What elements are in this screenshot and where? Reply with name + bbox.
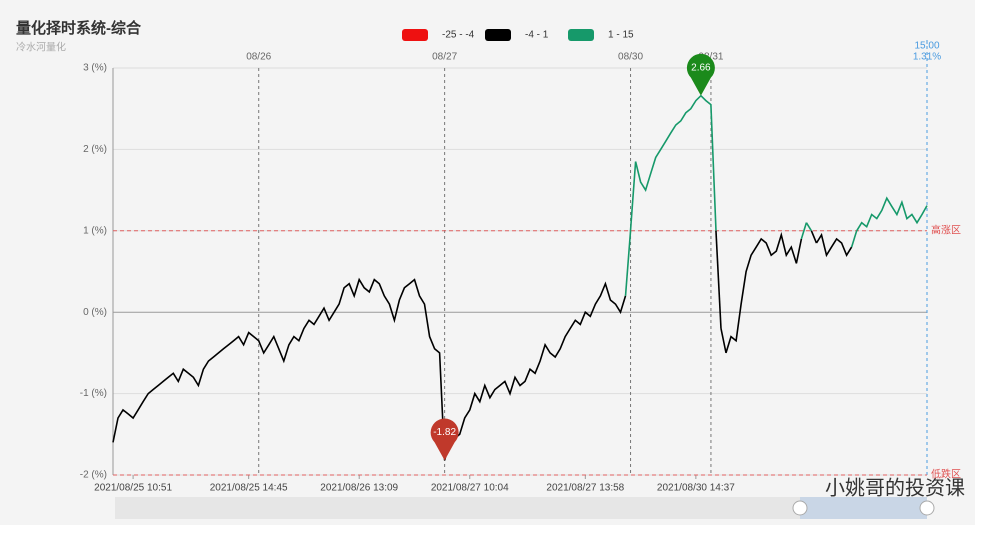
- date-label: 08/27: [432, 52, 457, 63]
- x-tick-label: 2021/08/30 14:37: [657, 483, 735, 494]
- y-tick-label: -1 (%): [80, 388, 107, 399]
- y-tick-label: 1 (%): [83, 225, 107, 236]
- legend-label: 1 - 15: [608, 30, 634, 41]
- chart-subtitle: 冷水河量化: [16, 41, 66, 54]
- mark-line-label: 高涨区: [931, 223, 961, 236]
- x-tick-label: 2021/08/25 14:45: [210, 483, 288, 494]
- date-label: 08/30: [618, 52, 643, 63]
- zoom-handle[interactable]: [792, 500, 808, 516]
- chart-title: 量化择时系统-综合: [16, 19, 142, 37]
- line-series: [720, 231, 803, 354]
- y-tick-label: 3 (%): [83, 63, 107, 74]
- watermark: 小姚哥的投资课: [825, 476, 965, 499]
- line-series: [805, 222, 813, 232]
- end-value: 1.31%: [913, 52, 941, 63]
- date-label: 08/26: [246, 52, 271, 63]
- line-connector: [810, 230, 818, 244]
- extreme-label: 2.66: [691, 62, 711, 73]
- y-tick-label: -2 (%): [80, 470, 107, 481]
- line-connector: [800, 222, 808, 240]
- chart-background: [0, 0, 975, 525]
- x-tick-label: 2021/08/26 13:09: [320, 483, 398, 494]
- line-series: [815, 232, 853, 258]
- line-series: [856, 196, 928, 232]
- y-tick-label: 0 (%): [83, 307, 107, 318]
- y-tick-label: 2 (%): [83, 144, 107, 155]
- mark-line-label: 低跌区: [931, 468, 961, 481]
- x-tick-label: 2021/08/25 10:51: [94, 483, 172, 494]
- zoom-window[interactable]: [800, 497, 927, 519]
- legend-swatch: [402, 29, 428, 41]
- line-series: [112, 277, 627, 461]
- legend-label: -4 - 1: [525, 30, 549, 41]
- end-time: 15:00: [914, 41, 939, 52]
- legend-label: -25 - -4: [442, 30, 475, 41]
- extreme-pin: [430, 418, 459, 461]
- extreme-label: -1.82: [433, 427, 456, 438]
- zoom-slider[interactable]: [115, 497, 927, 519]
- line-series: [629, 94, 717, 231]
- x-tick-label: 2021/08/27 13:58: [546, 483, 624, 494]
- legend-swatch: [485, 29, 511, 41]
- legend-swatch: [568, 29, 594, 41]
- line-connector: [624, 230, 632, 296]
- date-label: 08/31: [698, 52, 723, 63]
- zoom-handle[interactable]: [919, 500, 935, 516]
- x-tick-label: 2021/08/27 10:04: [431, 483, 509, 494]
- line-connector: [850, 230, 858, 248]
- extreme-pin: [686, 53, 715, 96]
- line-connector: [715, 230, 722, 329]
